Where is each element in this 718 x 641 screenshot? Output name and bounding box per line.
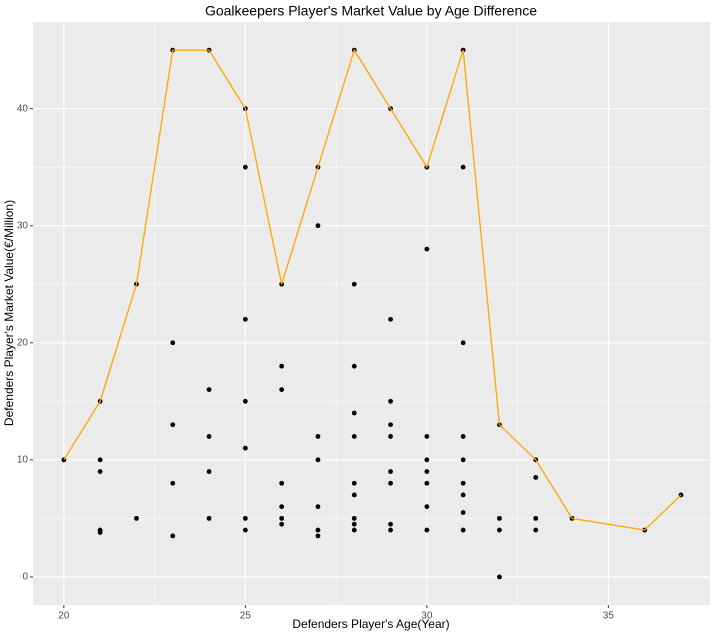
point bbox=[242, 164, 248, 170]
point bbox=[242, 316, 248, 322]
point bbox=[170, 422, 176, 428]
point bbox=[206, 387, 212, 392]
x-tick-label: 20 bbox=[58, 611, 70, 622]
point bbox=[170, 480, 176, 486]
point bbox=[460, 164, 466, 170]
point bbox=[497, 515, 502, 521]
point bbox=[351, 515, 357, 521]
point bbox=[315, 533, 321, 539]
point bbox=[315, 434, 321, 439]
point bbox=[134, 515, 139, 521]
point bbox=[351, 410, 357, 416]
point bbox=[351, 434, 357, 439]
point bbox=[315, 527, 321, 533]
point bbox=[279, 521, 285, 527]
point bbox=[97, 469, 103, 474]
point bbox=[315, 223, 321, 229]
y-tick-label: 30 bbox=[17, 220, 29, 231]
point bbox=[242, 398, 248, 404]
point bbox=[351, 363, 357, 369]
point bbox=[533, 527, 539, 533]
point bbox=[424, 527, 430, 533]
point bbox=[424, 434, 430, 439]
point bbox=[351, 527, 357, 533]
line bbox=[63, 48, 682, 531]
point bbox=[424, 504, 430, 510]
point bbox=[279, 480, 285, 486]
plot-panel bbox=[33, 22, 710, 605]
point bbox=[460, 510, 466, 515]
point bbox=[279, 363, 285, 369]
point bbox=[388, 434, 393, 439]
point bbox=[388, 422, 393, 428]
point bbox=[170, 533, 176, 539]
x-tick-label: 30 bbox=[421, 611, 433, 622]
point bbox=[388, 469, 393, 474]
point bbox=[206, 434, 212, 439]
y-tick-label: 20 bbox=[17, 337, 29, 348]
point bbox=[533, 515, 539, 521]
x-axis-title: Defenders Player's Age(Year) bbox=[292, 617, 449, 631]
point bbox=[242, 515, 248, 521]
point bbox=[424, 469, 430, 474]
point bbox=[424, 246, 430, 252]
point bbox=[388, 316, 393, 322]
point bbox=[279, 504, 285, 510]
point bbox=[424, 457, 430, 463]
point bbox=[242, 527, 248, 533]
point bbox=[388, 521, 393, 527]
x-tick-label: 35 bbox=[603, 611, 615, 622]
point bbox=[388, 398, 393, 404]
y-axis-title: Defenders Player's Market Value(€/Millio… bbox=[2, 200, 16, 426]
point bbox=[460, 492, 466, 498]
point bbox=[315, 457, 321, 463]
point bbox=[315, 504, 321, 510]
point bbox=[497, 527, 502, 533]
point bbox=[497, 574, 502, 580]
point bbox=[388, 480, 393, 486]
point bbox=[351, 480, 357, 486]
point bbox=[279, 387, 285, 392]
point bbox=[351, 492, 357, 498]
point bbox=[460, 480, 466, 486]
point bbox=[242, 445, 248, 451]
point bbox=[206, 469, 212, 474]
point bbox=[170, 340, 176, 346]
point bbox=[460, 340, 466, 346]
point bbox=[206, 515, 212, 521]
y-tick-label: 40 bbox=[17, 103, 29, 114]
point bbox=[97, 457, 103, 463]
x-tick-label: 25 bbox=[240, 611, 252, 622]
point bbox=[351, 521, 357, 527]
point bbox=[460, 434, 466, 439]
y-tick-label: 0 bbox=[22, 572, 28, 583]
point bbox=[388, 527, 393, 533]
point bbox=[424, 480, 430, 486]
point bbox=[351, 281, 357, 287]
chart-title: Goalkeepers Player's Market Value by Age… bbox=[205, 3, 537, 19]
point bbox=[460, 527, 466, 533]
point bbox=[533, 474, 539, 480]
point bbox=[97, 530, 103, 535]
point bbox=[460, 457, 466, 463]
y-tick-label: 10 bbox=[17, 454, 29, 465]
point bbox=[279, 515, 285, 521]
